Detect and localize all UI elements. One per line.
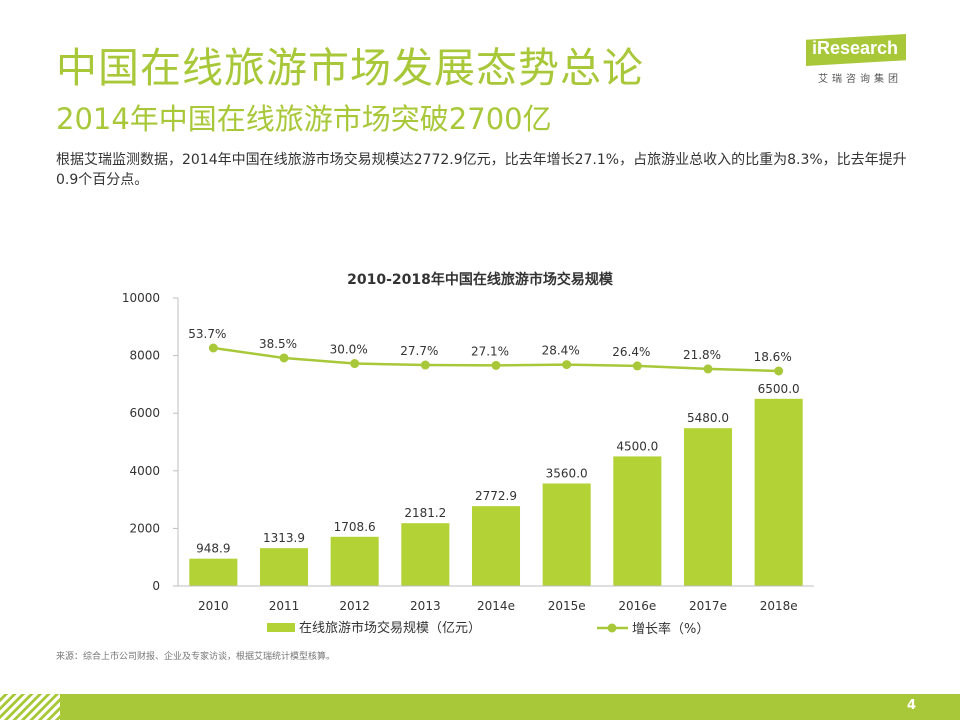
x-tick-label: 2016e [618, 599, 656, 613]
growth-data-label: 30.0% [330, 343, 368, 357]
bar [189, 558, 238, 586]
bar-data-label: 2772.9 [475, 489, 517, 503]
growth-point [208, 343, 218, 353]
bar-data-label: 3560.0 [546, 466, 588, 480]
y-tick-label: 8000 [129, 349, 160, 363]
page-subtitle: 2014年中国在线旅游市场突破2700亿 [56, 102, 552, 136]
legend-bar-swatch [267, 623, 295, 632]
x-tick-label: 2017e [689, 599, 727, 613]
footer-stripe-pattern [0, 694, 60, 720]
x-tick-label: 2014e [477, 599, 515, 613]
chart-legend: 在线旅游市场交易规模（亿元） 增长率（%） [267, 620, 709, 637]
x-tick-label: 2011 [269, 599, 300, 613]
logo-name: iResearch [812, 38, 899, 58]
bar-data-label: 1313.9 [263, 531, 305, 545]
logo-flag-icon [806, 34, 906, 66]
x-tick-label: 2013 [410, 599, 441, 613]
growth-data-label: 27.1% [471, 344, 509, 358]
x-tick-label: 2018e [760, 599, 798, 613]
bar-data-label: 948.9 [196, 542, 230, 556]
bar [683, 428, 733, 586]
legend-line-marker [607, 623, 617, 633]
bar [330, 536, 379, 586]
logo-subtitle: 艾瑞咨询集团 [818, 74, 902, 85]
chart-title: 2010-2018年中国在线旅游市场交易规模 [347, 271, 614, 288]
growth-point [632, 361, 642, 371]
page-number: 4 [906, 698, 916, 713]
page-title: 中国在线旅游市场发展态势总论 [56, 44, 644, 92]
growth-data-label: 53.7% [188, 327, 226, 341]
x-tick-label: 2012 [339, 599, 370, 613]
footer-bar: 4 [0, 694, 960, 720]
y-tick-label: 2000 [129, 521, 160, 535]
bar-series [189, 398, 803, 586]
growth-point [420, 360, 430, 370]
growth-point [703, 364, 713, 374]
source-note: 来源：综合上市公司财报、企业及专家访谈，根据艾瑞统计模型核算。 [56, 652, 336, 662]
legend-bar-label: 在线旅游市场交易规模（亿元） [299, 620, 481, 636]
x-tick-label: 2010 [198, 599, 229, 613]
bar-data-label: 2181.2 [404, 506, 446, 520]
description-text: 根据艾瑞监测数据，2014年中国在线旅游市场交易规模达2772.9亿元，比去年增… [56, 152, 907, 188]
growth-point [350, 359, 360, 369]
bar-data-label: 6500.0 [758, 382, 800, 396]
x-axis: 2010 2011 2012 2013 2014e 2015e 2016e 2017e 2018… [178, 585, 814, 613]
bar-data-label: 5480.0 [687, 411, 729, 425]
bar-data-label: 1708.6 [334, 520, 376, 534]
y-tick-label: 4000 [129, 464, 160, 478]
growth-point [774, 366, 784, 376]
bar-data-label: 4500.0 [616, 439, 658, 453]
y-tick-label: 0 [152, 579, 160, 593]
bar [259, 548, 309, 586]
bar [471, 506, 521, 586]
iresearch-logo: iResearch 艾瑞咨询集团 [806, 34, 916, 86]
bar [754, 398, 803, 586]
y-tick-label: 6000 [129, 406, 160, 420]
legend-line-label: 增长率（%） [632, 621, 709, 637]
growth-data-label: 18.6% [754, 350, 792, 364]
growth-line-series: 53.7% 38.5% 30.0% 27.7% 27.1% 28.4% 26.4% 21.8%… [188, 327, 792, 376]
growth-data-label: 21.8% [683, 348, 721, 362]
market-size-chart: 2010-2018年中国在线旅游市场交易规模 0 2000 4000 6000 8000… [122, 271, 814, 637]
y-tick-label: 10000 [122, 291, 160, 305]
growth-data-label: 28.4% [542, 344, 580, 358]
bar [401, 523, 450, 586]
growth-point [279, 353, 289, 363]
bar-data-labels: 948.9 1313.9 1708.6 2181.2 2772.9 3560.0 4500.… [196, 382, 800, 556]
x-tick-label: 2015e [548, 599, 586, 613]
footer-background [0, 694, 960, 720]
growth-data-label: 38.5% [259, 337, 297, 351]
growth-data-label: 27.7% [400, 344, 438, 358]
growth-data-label: 26.4% [612, 345, 650, 359]
growth-point [491, 360, 501, 370]
bar [613, 456, 662, 586]
growth-point [562, 360, 572, 370]
bar [542, 483, 591, 586]
y-axis: 0 2000 4000 6000 8000 10000 [122, 291, 179, 593]
